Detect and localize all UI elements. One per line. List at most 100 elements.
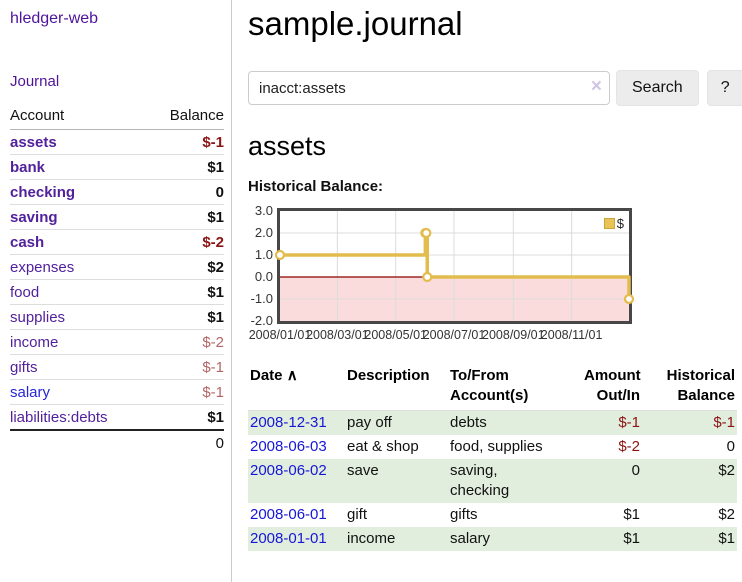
register-amount: $-1: [582, 410, 642, 435]
register-accounts: salary: [448, 527, 582, 551]
balance-step-line-chart: [274, 211, 635, 321]
register-accounts: debts: [448, 410, 582, 435]
register-date-cell: 2008-06-03: [248, 435, 345, 459]
account-link[interactable]: saving: [10, 209, 58, 226]
account-name-cell: supplies: [10, 304, 148, 330]
register-description: save: [345, 459, 448, 503]
account-row: gifts $-1: [10, 354, 224, 380]
account-name-cell: checking: [10, 179, 148, 205]
account-name-cell: expenses: [10, 254, 148, 280]
historical-balance-chart: $ 3.0 2.0 1.0 0.0 -1.0 -2.0 2008/01/01 2008/03/…: [248, 203, 738, 350]
accounts-total-row: 0: [10, 429, 224, 456]
account-balance: $2: [147, 254, 224, 280]
accounts-header-row: Account Balance: [10, 103, 224, 130]
search-form: × Search ?: [248, 70, 742, 106]
nav-journal-link[interactable]: Journal: [10, 73, 60, 90]
account-link[interactable]: bank: [10, 159, 46, 176]
account-balance: $-1: [147, 354, 224, 380]
y-axis-tick-label: 1.0: [254, 247, 273, 262]
register-amount: $-2: [618, 438, 640, 455]
x-axis-tick-label: 2008/05/01: [364, 328, 427, 342]
account-row: cash $-2: [10, 229, 224, 255]
register-amount: 0: [582, 459, 642, 503]
legend-swatch-icon: [603, 218, 615, 229]
register-balance: $2: [718, 506, 735, 523]
account-balance: 0: [147, 179, 224, 205]
account-row: food $1: [10, 279, 224, 305]
account-row: liabilities:debts $1: [10, 404, 224, 431]
x-axis-tick-label: 2008/07/01: [422, 328, 486, 342]
account-heading: assets: [248, 131, 327, 161]
search-button[interactable]: Search: [616, 70, 699, 106]
legend-label: $: [616, 216, 624, 231]
register-header-row: Date ∧ Description To/From Account(s) Am…: [248, 364, 737, 411]
account-row: saving $1: [10, 204, 224, 230]
account-balance: $-1: [147, 379, 224, 405]
register-row: 2008-06-01 gift gifts $1 $2: [248, 503, 737, 527]
transaction-date-link[interactable]: 2008-01-01: [250, 530, 327, 547]
register-balance: 0: [726, 438, 735, 455]
account-row: bank $1: [10, 154, 224, 180]
search-input[interactable]: [248, 71, 610, 105]
register-balance: $2: [642, 459, 737, 503]
transaction-date-link[interactable]: 2008-06-01: [250, 506, 327, 523]
account-balance: $1: [147, 154, 224, 180]
register-date-cell: 2008-01-01: [248, 527, 345, 551]
transaction-date-link[interactable]: 2008-06-02: [250, 462, 327, 479]
register-description: pay off: [345, 410, 448, 435]
register-accounts: gifts: [450, 506, 478, 523]
account-name-cell: bank: [10, 154, 148, 180]
account-link[interactable]: salary: [10, 384, 51, 401]
chart-title: Historical Balance:: [248, 178, 384, 195]
y-axis-tick-label: -2.0: [250, 313, 273, 328]
y-axis-tick-label: 3.0: [254, 203, 273, 218]
register-row: 2008-01-01 income salary $1 $1: [248, 527, 737, 551]
register-description: gift: [347, 506, 368, 523]
account-balance: $-2: [147, 329, 224, 355]
chart-plot-area[interactable]: $: [274, 208, 635, 324]
account-link[interactable]: assets: [10, 134, 57, 151]
sort-ascending-icon: ∧: [286, 367, 298, 384]
register-description: income: [345, 527, 448, 551]
account-row: expenses $2: [10, 254, 224, 280]
register-accounts: saving, checking: [448, 459, 582, 503]
register-amount: $1: [623, 506, 640, 523]
help-button[interactable]: ?: [706, 70, 742, 106]
transaction-date-link[interactable]: 2008-12-31: [250, 414, 327, 431]
account-balance: $1: [147, 279, 224, 305]
account-name-cell: food: [10, 279, 148, 305]
account-row: checking 0: [10, 179, 224, 205]
register-amount: $1: [582, 527, 642, 551]
clear-search-icon[interactable]: ×: [590, 76, 602, 97]
account-row: salary $-1: [10, 379, 224, 405]
register-col-description: Description: [345, 364, 448, 411]
account-link[interactable]: checking: [10, 184, 76, 201]
transaction-date-link[interactable]: 2008-06-03: [250, 438, 327, 455]
register-description: eat & shop: [347, 438, 419, 455]
account-link[interactable]: gifts: [10, 359, 38, 376]
accounts-table: Account Balance assets $-1 bank $1 checking 0…: [10, 103, 224, 456]
register-date-cell: 2008-06-01: [248, 503, 345, 527]
register-date-cell: 2008-12-31: [248, 410, 345, 435]
account-balance: $1: [147, 304, 224, 330]
account-link[interactable]: expenses: [10, 259, 75, 276]
account-balance: $-1: [147, 129, 224, 155]
account-name-cell: cash: [10, 229, 148, 255]
sidebar: hledger-web Journal Account Balance asse…: [0, 0, 232, 582]
account-name-cell: gifts: [10, 354, 148, 380]
chart-legend: $: [603, 216, 624, 231]
account-link[interactable]: cash: [10, 234, 45, 251]
account-link[interactable]: income: [10, 334, 59, 351]
account-link[interactable]: liabilities:debts: [10, 409, 108, 426]
account-name-cell: liabilities:debts: [10, 404, 148, 431]
register-row: 2008-06-02 save saving, checking 0 $2: [248, 459, 737, 503]
account-name-cell: income: [10, 329, 148, 355]
register-date-cell: 2008-06-02: [248, 459, 345, 503]
app-brand-link[interactable]: hledger-web: [10, 10, 99, 27]
account-link[interactable]: supplies: [10, 309, 66, 326]
accounts-total-spacer: [10, 429, 148, 456]
register-col-date[interactable]: Date ∧: [248, 364, 345, 411]
register-col-accounts: To/From Account(s): [448, 364, 582, 411]
account-link[interactable]: food: [10, 284, 40, 301]
register-col-amount: Amount Out/In: [582, 364, 642, 411]
